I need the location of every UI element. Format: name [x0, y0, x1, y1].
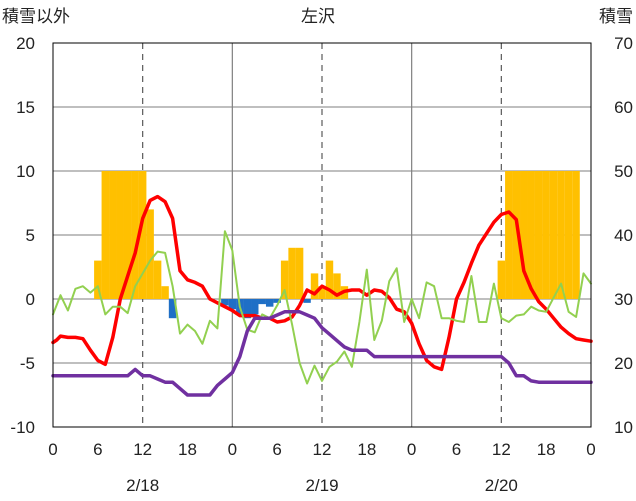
precip-bar — [527, 171, 535, 299]
left-tick-label: -10 — [10, 418, 35, 437]
x-tick-label: 12 — [133, 440, 152, 459]
precip-bar — [512, 171, 521, 299]
precip-bar — [534, 171, 543, 299]
precip-bar — [310, 273, 319, 299]
temperature-line — [51, 194, 593, 372]
x-tick-label: 18 — [178, 440, 197, 459]
precip-bar — [557, 171, 565, 299]
day-labels: 2/18 2/19 2/20 — [126, 476, 518, 495]
dew-point-line — [52, 230, 592, 385]
x-tick-label: 0 — [407, 440, 416, 459]
precip-bar — [542, 171, 550, 299]
day-label: 2/20 — [485, 476, 518, 495]
precip-bar — [153, 260, 162, 299]
precip-bar — [258, 299, 266, 305]
x-tick-label: 18 — [537, 440, 556, 459]
precip-bar — [161, 286, 169, 299]
precip-bar — [520, 171, 528, 299]
precip-bar — [572, 171, 580, 299]
right-tick-label: 60 — [614, 98, 633, 117]
precip-bar — [243, 299, 252, 319]
day-label: 2/19 — [305, 476, 338, 495]
precip-bar — [288, 247, 296, 299]
precip-bar — [549, 171, 558, 299]
precip-bar — [318, 286, 326, 299]
day-label: 2/18 — [126, 476, 159, 495]
left-tick-label: 20 — [16, 34, 35, 53]
right-tick-label: 40 — [614, 226, 633, 245]
precip-bar — [280, 260, 289, 299]
precip-bar — [325, 260, 334, 299]
x-axis-ticks: 0 6 12 18 0 6 12 18 0 6 12 18 0 — [48, 440, 595, 459]
precip-bar — [295, 247, 304, 299]
x-tick-label: 0 — [48, 440, 57, 459]
left-tick-label: -5 — [20, 354, 35, 373]
x-tick-label: 12 — [313, 440, 332, 459]
precip-bar — [333, 273, 341, 299]
precip-bar — [131, 171, 139, 299]
x-tick-label: 0 — [228, 440, 237, 459]
series-lines — [51, 194, 593, 397]
precip-bar — [505, 171, 513, 299]
precip-bar — [265, 299, 274, 307]
precip-bar — [146, 209, 154, 299]
left-axis-title: 積雪以外 — [2, 7, 70, 26]
left-tick-label: 15 — [16, 98, 35, 117]
right-axis-ticks: 10 20 30 40 50 60 70 — [614, 34, 633, 437]
precip-bar — [303, 299, 311, 303]
precip-bar — [273, 299, 281, 303]
left-tick-label: 10 — [16, 162, 35, 181]
snow-depth-line — [51, 310, 593, 397]
precip-bar — [221, 299, 229, 306]
right-tick-label: 70 — [614, 34, 633, 53]
precip-bar — [497, 260, 506, 299]
x-tick-label: 6 — [93, 440, 102, 459]
right-axis-title: 積雪 — [599, 7, 633, 26]
x-tick-label: 6 — [272, 440, 281, 459]
plot-frame — [52, 42, 592, 428]
right-tick-label: 10 — [614, 418, 633, 437]
precip-bar — [123, 171, 132, 299]
precip-bar — [116, 171, 124, 299]
chart-title: 左沢 — [301, 7, 335, 26]
left-tick-label: 0 — [26, 290, 35, 309]
left-tick-label: 5 — [26, 226, 35, 245]
x-tick-label: 0 — [586, 440, 595, 459]
precip-bar — [251, 299, 259, 315]
x-tick-label: 12 — [492, 440, 511, 459]
x-tick-label: 18 — [357, 440, 376, 459]
precip-bar — [94, 260, 102, 299]
precip-bar — [138, 171, 147, 299]
precip-bar — [564, 171, 573, 299]
right-tick-label: 30 — [614, 290, 633, 309]
precip-bar — [228, 299, 237, 310]
precip-bar — [101, 171, 110, 299]
precip-bar — [168, 299, 177, 319]
left-axis-ticks: -10 -5 0 5 10 15 20 — [10, 34, 35, 437]
right-tick-label: 20 — [614, 354, 633, 373]
right-tick-label: 50 — [614, 162, 633, 181]
x-tick-label: 6 — [452, 440, 461, 459]
precip-bar — [109, 171, 117, 299]
